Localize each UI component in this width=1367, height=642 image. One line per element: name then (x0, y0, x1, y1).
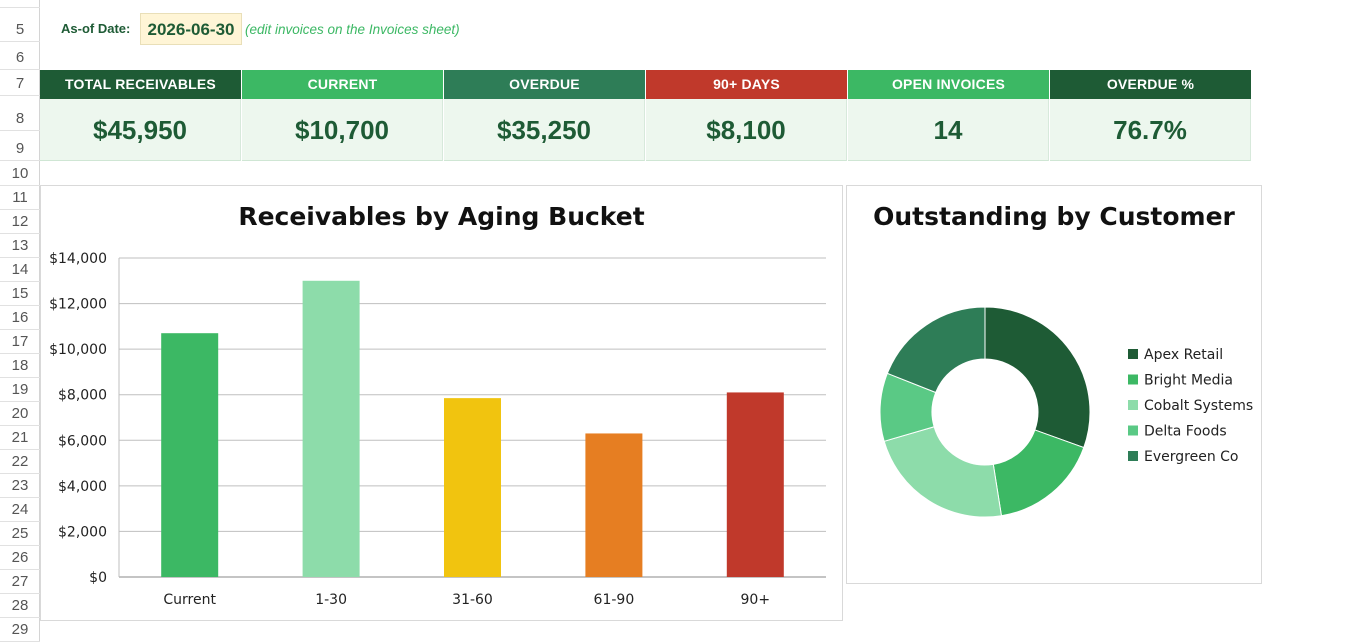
bar-61-90[interactable] (585, 433, 643, 577)
row-header[interactable]: 5 (0, 18, 40, 42)
row-header[interactable]: 13 (0, 234, 40, 258)
row-header[interactable]: 17 (0, 330, 40, 354)
row-header[interactable]: 12 (0, 210, 40, 234)
legend-entry: Bright Media (1144, 373, 1233, 389)
donut-chart-title: Outstanding by Customer (873, 202, 1235, 231)
bar-Current[interactable] (161, 333, 219, 577)
bar-31-60[interactable] (444, 398, 501, 577)
bar-chart-title: Receivables by Aging Bucket (238, 202, 645, 231)
kpi-card: OPEN INVOICES 14 (848, 70, 1049, 161)
row-header[interactable]: 23 (0, 474, 40, 498)
x-tick-label: 90+ (741, 592, 771, 608)
row-header[interactable]: 8 (0, 107, 40, 131)
kpi-label: OVERDUE % (1050, 70, 1251, 99)
legend-entry: Apex Retail (1144, 347, 1223, 363)
x-tick-label: Current (163, 592, 216, 608)
kpi-label: TOTAL RECEIVABLES (40, 70, 241, 99)
donut-slice[interactable] (992, 429, 1085, 517)
row-header[interactable]: 4 (0, 0, 40, 8)
bar-1-30[interactable] (302, 280, 360, 577)
x-tick-label: 1-30 (315, 592, 347, 608)
y-tick-label: $8,000 (58, 388, 107, 404)
donut-slice[interactable] (984, 306, 1091, 449)
row-header[interactable]: 21 (0, 426, 40, 450)
x-tick-label: 31-60 (452, 592, 493, 608)
y-tick-label: $12,000 (49, 297, 107, 313)
row-header[interactable]: 14 (0, 258, 40, 282)
kpi-value: 14 (848, 99, 1049, 161)
asof-note: (edit invoices on the Invoices sheet) (245, 22, 460, 37)
row-header[interactable]: 10 (0, 162, 40, 186)
legend-entry: Delta Foods (1144, 424, 1227, 440)
bar-chart-svg: $0 $2,000 $4,000 $6,000 $8,000 $10,000 $12,000… (49, 251, 826, 608)
row-headers: 4 5 67 8 91011121314151617181920212223242526… (0, 0, 40, 642)
donut-chart-svg: Apex Retail Bright Media Cobalt Systems Del… (879, 306, 1253, 518)
row-header[interactable]: 9 (0, 137, 40, 161)
row-header[interactable]: 15 (0, 282, 40, 306)
row-header[interactable]: 22 (0, 450, 40, 474)
legend-swatch (1128, 349, 1138, 359)
y-tick-label: $2,000 (58, 524, 107, 540)
y-tick-label: $10,000 (49, 342, 107, 358)
y-tick-label: $14,000 (49, 251, 107, 267)
row-header[interactable]: 28 (0, 594, 40, 618)
customer-donut-chart[interactable]: Outstanding by Customer Apex Retail Brigh… (846, 185, 1262, 584)
row-header[interactable]: 20 (0, 402, 40, 426)
kpi-value: $10,700 (242, 99, 443, 161)
row-header[interactable]: 18 (0, 354, 40, 378)
asof-date-cell[interactable]: 2026-06-30 (140, 13, 242, 45)
y-tick-label: $0 (89, 570, 107, 586)
kpi-card: 90+ DAYS $8,100 (646, 70, 847, 161)
kpi-label: CURRENT (242, 70, 443, 99)
donut-slice[interactable] (883, 426, 1002, 518)
row-header[interactable]: 11 (0, 186, 40, 210)
row-header[interactable]: 27 (0, 570, 40, 594)
legend-swatch (1128, 425, 1138, 436)
legend-swatch (1128, 451, 1138, 461)
kpi-card: OVERDUE % 76.7% (1050, 70, 1251, 161)
row-header[interactable]: 26 (0, 546, 40, 570)
row-header[interactable]: 7 (0, 72, 40, 96)
kpi-value: $45,950 (40, 99, 241, 161)
row-header[interactable]: 24 (0, 498, 40, 522)
y-tick-label: $6,000 (58, 433, 107, 449)
row-header[interactable]: 25 (0, 522, 40, 546)
aging-bar-chart[interactable]: Receivables by Aging Bucket $0 $2,000 $4,0… (40, 185, 843, 621)
row-header[interactable]: 19 (0, 378, 40, 402)
y-tick-label: $4,000 (58, 479, 107, 495)
kpi-label: OPEN INVOICES (848, 70, 1049, 99)
kpi-value: $35,250 (444, 99, 645, 161)
kpi-value: $8,100 (646, 99, 847, 161)
kpi-card: OVERDUE $35,250 (444, 70, 645, 161)
asof-label: As-of Date: (61, 21, 131, 36)
kpi-label: 90+ DAYS (646, 70, 847, 99)
row-header[interactable]: 6 (0, 46, 40, 70)
legend-swatch (1128, 400, 1138, 410)
kpi-card: TOTAL RECEIVABLES $45,950 (40, 70, 241, 161)
kpi-value: 76.7% (1050, 99, 1251, 161)
donut-slice[interactable] (886, 306, 986, 394)
kpi-label: OVERDUE (444, 70, 645, 99)
bar-90+[interactable] (726, 392, 784, 577)
kpi-card: CURRENT $10,700 (242, 70, 443, 161)
row-header[interactable]: 16 (0, 306, 40, 330)
legend-entry: Evergreen Co (1144, 449, 1238, 465)
row-header[interactable]: 29 (0, 618, 40, 642)
legend-entry: Cobalt Systems (1144, 398, 1253, 414)
legend-swatch (1128, 374, 1138, 385)
x-tick-label: 61-90 (594, 592, 635, 608)
